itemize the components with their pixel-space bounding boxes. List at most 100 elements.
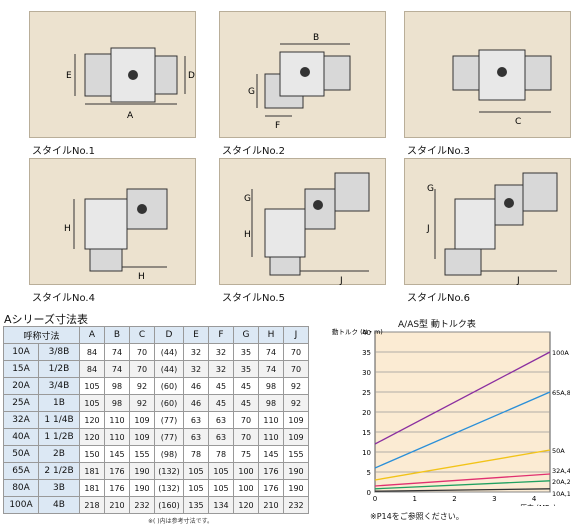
dim-g-label: G <box>248 87 255 97</box>
x-tick-label: 0 <box>373 495 377 503</box>
y-tick-label: 20 <box>362 409 371 417</box>
y-tick-label: 30 <box>362 369 371 377</box>
cell-value: 35 <box>233 360 259 378</box>
cell-size: 80A <box>3 479 39 497</box>
cell-value: 105 <box>208 479 234 497</box>
series-line <box>374 351 551 445</box>
style-panel-2: B F G <box>219 11 386 138</box>
cell-size: 100A <box>3 496 39 514</box>
header-f: F <box>208 326 234 344</box>
dim-d-label: D <box>188 71 195 81</box>
cell-value: 105 <box>183 479 209 497</box>
cell-value: 98 <box>258 377 284 395</box>
cell-value: 70 <box>129 360 155 378</box>
header-h: H <box>258 326 284 344</box>
cell-value: 210 <box>104 496 130 514</box>
table-row: 10A 3/8B 84 74 70 (44) 32 32 35 74 70 <box>3 343 309 361</box>
dim-j-label-5: J <box>339 276 343 286</box>
header-a: A <box>79 326 105 344</box>
cell-value: 110 <box>258 428 284 446</box>
cell-value: 134 <box>208 496 234 514</box>
table-row: 32A 1 1/4B 120 110 109 (77) 63 63 70 110 109 <box>3 411 309 429</box>
y-tick-label: 35 <box>362 349 371 357</box>
cell-value: 105 <box>183 462 209 480</box>
cell-value: 84 <box>79 360 105 378</box>
style-6-drawing: G J J <box>426 172 558 286</box>
series-line <box>374 391 551 469</box>
header-c: C <box>129 326 155 344</box>
cell-value: 98 <box>104 394 130 412</box>
style-label-3: スタイルNo.3 <box>407 146 470 157</box>
cell-value: 176 <box>258 462 284 480</box>
cell-value: 150 <box>79 445 105 463</box>
style-1-drawing: A E D <box>66 47 195 121</box>
cell-value: 84 <box>79 343 105 361</box>
cell-value: 70 <box>283 360 309 378</box>
cell-value: (77) <box>154 428 184 446</box>
dim-j-label-6-side: J <box>426 224 430 234</box>
x-tick-label: 1 <box>413 495 417 503</box>
series-label: 100A <box>552 349 569 357</box>
cell-value: 92 <box>129 377 155 395</box>
cell-value: 32 <box>208 360 234 378</box>
cell-pipe: 3/8B <box>38 343 80 361</box>
cell-value: 32 <box>183 360 209 378</box>
y-tick-label: 10 <box>362 449 371 457</box>
cell-value: 63 <box>183 411 209 429</box>
series-line <box>374 473 551 487</box>
table-row: 25A 1B 105 98 92 (60) 46 45 45 98 92 <box>3 394 309 412</box>
header-nominal-size: 呼称寸法 <box>3 326 80 344</box>
cell-value: 181 <box>79 462 105 480</box>
cell-value: 155 <box>129 445 155 463</box>
cell-pipe: 2B <box>38 445 80 463</box>
cell-size: 15A <box>3 360 39 378</box>
cell-value: 109 <box>129 428 155 446</box>
cell-value: 92 <box>283 394 309 412</box>
style-label-6: スタイルNo.6 <box>407 293 470 304</box>
series-label: 20A,25A <box>552 478 570 486</box>
series-label: 65A,80A <box>552 389 570 397</box>
header-j: J <box>283 326 309 344</box>
chart-note: ※P14をご参照ください。 <box>370 512 464 521</box>
y-tick-label: 25 <box>362 389 371 397</box>
cell-value: 46 <box>183 394 209 412</box>
style-label-1: スタイルNo.1 <box>32 146 95 157</box>
y-tick-label: 40 <box>362 329 371 337</box>
style-4-drawing: H H <box>64 188 168 282</box>
x-tick-label: 3 <box>492 495 496 503</box>
style-panel-3: C <box>404 11 571 138</box>
cell-value: (60) <box>154 377 184 395</box>
dim-j-label-6: J <box>516 276 520 286</box>
dim-g-label-6: G <box>427 184 434 194</box>
cell-value: 110 <box>104 428 130 446</box>
cell-value: 45 <box>208 394 234 412</box>
cell-value: 35 <box>233 343 259 361</box>
cell-value: 190 <box>283 479 309 497</box>
header-d: D <box>154 326 184 344</box>
cell-value: 155 <box>283 445 309 463</box>
dimension-table: 呼称寸法 A B C D E F G H J 10A 3/8B 84 74 70 (44)… <box>3 326 309 514</box>
cell-value: 98 <box>104 377 130 395</box>
cell-size: 10A <box>3 343 39 361</box>
style-panel-6: G J J <box>404 158 571 286</box>
table-note: ※( )内は参考寸法です。 <box>148 518 214 525</box>
cell-value: 232 <box>129 496 155 514</box>
series-label: 10A,15A <box>552 490 570 498</box>
cell-value: 110 <box>258 411 284 429</box>
cell-value: 176 <box>104 462 130 480</box>
dim-h-label: H <box>138 272 145 282</box>
cell-value: 120 <box>79 411 105 429</box>
x-tick-label: 4 <box>532 495 537 503</box>
cell-value: 218 <box>79 496 105 514</box>
dimension-table-title: Aシリーズ寸法表 <box>4 313 88 326</box>
cell-pipe: 1/2B <box>38 360 80 378</box>
cell-pipe: 3B <box>38 479 80 497</box>
cell-value: 70 <box>233 411 259 429</box>
cell-value: 70 <box>283 343 309 361</box>
cell-size: 65A <box>3 462 39 480</box>
dim-f-label: F <box>275 121 280 131</box>
cell-size: 40A <box>3 428 39 446</box>
cell-value: 176 <box>258 479 284 497</box>
cell-value: 63 <box>183 428 209 446</box>
cell-value: 45 <box>233 394 259 412</box>
